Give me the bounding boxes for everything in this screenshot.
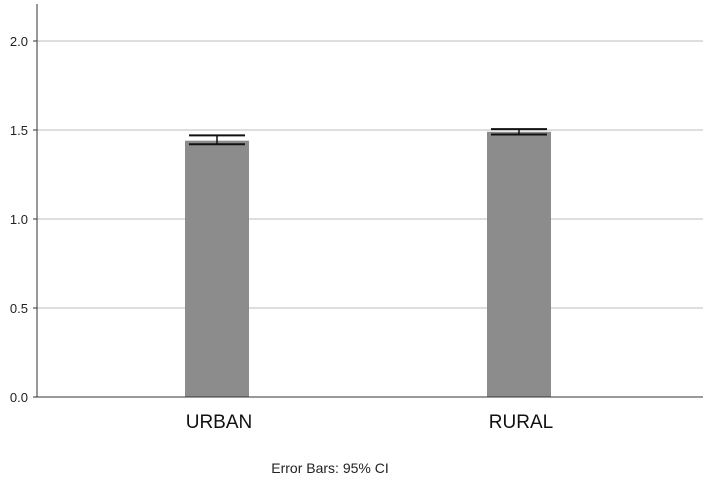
y-tick-label: 0.5	[10, 301, 28, 316]
y-tick-label: 2.0	[10, 34, 28, 49]
x-tick-label-urban: URBAN	[186, 412, 253, 433]
x-axis-labels: URBAN RURAL	[186, 412, 553, 433]
x-tick-label-rural: RURAL	[489, 412, 553, 433]
bars	[185, 131, 551, 397]
y-tick-label: 0.0	[10, 390, 28, 405]
error-bar-rural	[491, 128, 547, 136]
error-bars-footnote: Error Bars: 95% CI	[271, 460, 389, 476]
bar-rural	[487, 131, 551, 397]
gridlines	[37, 40, 703, 309]
error-bars	[189, 128, 547, 146]
y-axis-ticks: 0.0 0.5 1.0 1.5 2.0	[10, 34, 37, 405]
axes	[36, 4, 703, 398]
y-tick-label: 1.0	[10, 212, 28, 227]
y-tick-label: 1.5	[10, 123, 28, 138]
bar-urban	[185, 140, 249, 397]
error-bar-urban	[189, 134, 245, 146]
